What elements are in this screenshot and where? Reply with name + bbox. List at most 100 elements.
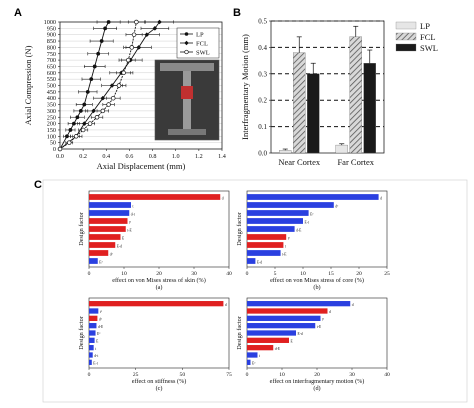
plot-frame [270, 20, 385, 154]
bar [247, 308, 328, 314]
data-point [57, 146, 63, 152]
legend-label: FCL [420, 32, 436, 42]
y-tick-label: 100 [47, 133, 56, 140]
x-tick-label: 40 [226, 271, 232, 277]
panel-c-a-skin-stress: d t d-tt² t-EEE-d d² E² 0 10 20 30 40 effect on von… [78, 190, 232, 291]
bar [247, 218, 303, 224]
bar-factor-label: E [122, 236, 125, 240]
x-tick-label: 0 [246, 372, 249, 378]
bar-factor-label: d [329, 310, 331, 314]
x-tick-label: 10 [121, 271, 127, 277]
bar-factor-label: t² [288, 236, 290, 240]
y-axis-label: Design factor [78, 316, 85, 350]
bar [89, 258, 98, 264]
x-axis-label: effect on von Mises stress of skin (%) [112, 277, 206, 284]
y-tick-label: 600 [47, 70, 56, 77]
y-tick-label: 0.2 [258, 97, 267, 105]
bar [89, 315, 98, 321]
x-tick-label: 20 [156, 271, 162, 277]
x-axis-label: Axial Displacement (mm) [97, 161, 186, 171]
legend-swatch [395, 21, 417, 30]
x-tick-label: 0.2 [79, 153, 87, 160]
bar-factor-label: E² [252, 361, 255, 365]
bar-lp [335, 144, 348, 154]
x-tick-label: 40 [384, 372, 390, 378]
bar-fcl [293, 52, 306, 154]
y-axis-label: Design factor [236, 316, 243, 350]
x-tick-label: 30 [191, 271, 197, 277]
y-tick-label: 0.5 [258, 18, 267, 26]
bar [247, 301, 351, 307]
data-point [85, 89, 90, 94]
panel-b-interfragmentary-bars: 0.0 0.1 0.2 0.3 0.4 0.5 Interfragmentary Motio… [240, 18, 438, 168]
bar [89, 301, 224, 307]
y-tick-label: 850 [47, 38, 56, 45]
bar-factor-label: E² [97, 332, 100, 336]
bar-factor-label: d² [110, 252, 113, 256]
bar [247, 202, 334, 208]
bar [89, 234, 121, 240]
y-axis-label: Interfragmentary Motion (mm) [240, 34, 250, 140]
x-tick-label: 0.6 [126, 153, 134, 160]
x-tick-label: 0 [88, 372, 91, 378]
x-tick-label: 10 [279, 372, 285, 378]
bar-factor-label: d [225, 303, 227, 307]
legend-swatch [395, 43, 417, 52]
legend-marker [184, 32, 189, 36]
bar-factor-label: t [133, 204, 134, 208]
bar-factor-label: t² [129, 220, 131, 224]
bar-factor-label: E [96, 339, 99, 343]
panel-a-load-displacement: 0501001502002503003504004505005506006507… [23, 19, 226, 171]
y-tick-label: 0.3 [258, 70, 267, 78]
data-point [126, 57, 131, 63]
bar-factor-label: E² [99, 260, 102, 264]
bar [247, 234, 287, 240]
y-tick-label: 400 [47, 95, 56, 102]
bar-factor-label: d [222, 196, 224, 200]
bar [89, 359, 92, 365]
data-point [68, 128, 73, 132]
bar-factor-label: E-d [298, 332, 303, 336]
x-tick-label: 0 [88, 271, 91, 277]
bar-factor-label: d-E [98, 325, 104, 329]
data-point [96, 51, 101, 56]
x-category-label: Far Cortex [337, 157, 374, 167]
bar [89, 242, 116, 248]
bar [247, 359, 251, 365]
bar [89, 352, 93, 358]
data-point [99, 39, 104, 43]
x-axis-label: effect on stiffness (%) [132, 378, 187, 385]
y-tick-label: 0.1 [258, 123, 267, 131]
bar-factor-label: d² [335, 204, 338, 208]
x-tick-label: 0.0 [56, 153, 64, 160]
x-tick-label: 25 [384, 271, 390, 277]
bar-factor-label: d-t [131, 212, 135, 216]
bar-factor-label: t² [100, 310, 102, 314]
bar-factor-label: t-E [127, 228, 132, 232]
panel-label-a: A [14, 7, 22, 19]
data-point [129, 45, 134, 50]
data-point [78, 109, 83, 113]
bar-lp [279, 150, 292, 154]
panel-c-c-stiffness: d t² d² d-E E² Et d-t E-t 0 25 50 75 effect on stiff… [78, 297, 232, 392]
bar-factor-label: t² [322, 317, 324, 321]
y-tick-label: 500 [47, 83, 56, 90]
x-tick-label: 1.4 [218, 153, 226, 160]
data-point [134, 19, 139, 25]
bar [247, 194, 379, 200]
bar [247, 258, 256, 264]
legend-marker [184, 40, 189, 46]
bar-swl [307, 73, 320, 154]
legend-marker [184, 49, 189, 55]
bar [89, 250, 109, 256]
inset-photo [154, 59, 220, 141]
series-line [59, 21, 160, 150]
bar [89, 323, 97, 329]
x-tick-label: 20 [356, 271, 362, 277]
x-tick-label: 20 [314, 372, 320, 378]
bar [89, 330, 96, 336]
x-tick-label: 30 [349, 372, 355, 378]
y-tick-label: 0 [53, 146, 56, 153]
